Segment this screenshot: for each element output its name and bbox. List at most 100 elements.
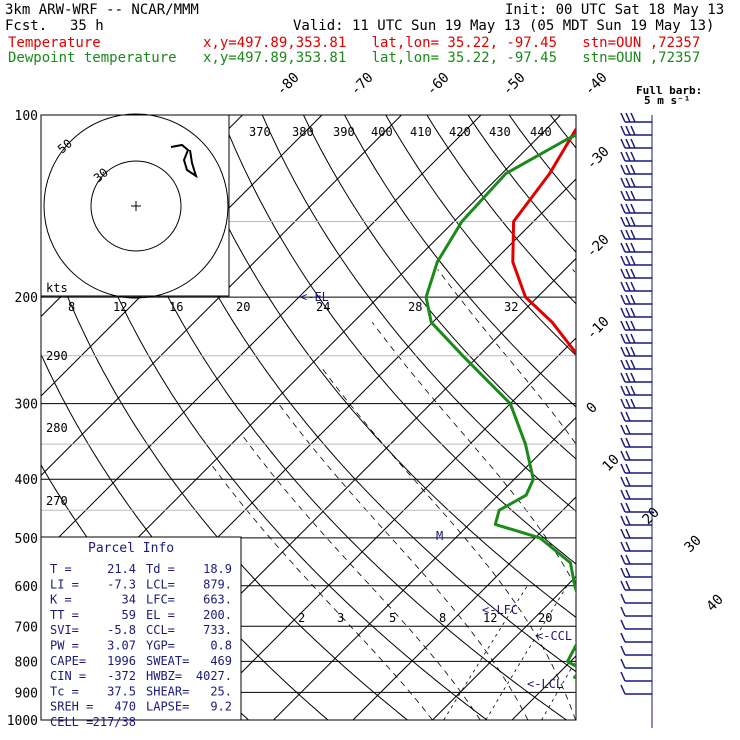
barb-flag xyxy=(630,346,636,357)
wind-barb xyxy=(620,268,652,279)
barb-flag xyxy=(625,125,631,136)
barb-flag xyxy=(625,450,631,461)
hodograph-ring xyxy=(90,160,182,252)
barb-flag xyxy=(620,151,626,162)
moist-adiabat-line xyxy=(320,365,576,720)
barb-flag xyxy=(630,359,636,370)
barb-flag xyxy=(620,229,626,240)
parcel-field-label: YGP= xyxy=(146,639,175,653)
barb-flag xyxy=(620,268,626,279)
hodograph-speed-label: 12 xyxy=(113,300,127,314)
barb-flag xyxy=(625,320,631,331)
parcel-field-value: 470 xyxy=(114,700,136,714)
barb-flag xyxy=(620,528,626,539)
parcel-field-label: T = xyxy=(50,562,72,576)
barb-flag xyxy=(625,216,631,227)
parcel-field-label: EL = xyxy=(146,608,175,622)
parcel-field-label: CELL = xyxy=(50,715,93,729)
barb-flag xyxy=(620,658,626,669)
barb-flag xyxy=(630,190,636,201)
barb-flag xyxy=(620,190,626,201)
wind-barb xyxy=(620,632,652,643)
barb-flag xyxy=(625,580,631,591)
wind-barb xyxy=(620,450,652,461)
barb-flag xyxy=(625,112,631,123)
parcel-field-label: LAPSE= xyxy=(146,700,189,714)
parcel-m-marker: M xyxy=(436,529,443,543)
barb-flag xyxy=(620,476,626,487)
barb-flag xyxy=(620,138,626,149)
model-title: 3km ARW-WRF -- NCAR/MMM xyxy=(5,2,199,18)
wind-barb xyxy=(620,281,652,292)
isotherm-label: 0 xyxy=(584,400,601,417)
isotherm-label: -20 xyxy=(584,232,613,261)
barb-flag xyxy=(630,229,636,240)
wind-barb xyxy=(620,151,652,162)
barb-flag xyxy=(625,463,631,474)
parcel-field-label: CIN = xyxy=(50,669,86,683)
parcel-field-value: 469 xyxy=(210,654,232,668)
dry-adiabat-line xyxy=(179,115,576,618)
parcel-field-value: 59 xyxy=(122,608,136,622)
parcel-field-value: 733. xyxy=(203,623,232,637)
wind-barb xyxy=(620,645,652,656)
hodograph-speed-label: 8 xyxy=(68,300,75,314)
barb-flag xyxy=(620,593,626,604)
pressure-tick-label: 200 xyxy=(15,291,38,306)
temperature-legend: Temperature xyxy=(8,35,101,51)
parcel-field-value: 25. xyxy=(210,684,232,698)
pressure-tick-label: 800 xyxy=(15,655,38,670)
parcel-field-value: 18.9 xyxy=(203,562,232,576)
barb-flag xyxy=(630,307,636,318)
parcel-field-value: 4027. xyxy=(196,669,232,683)
dry-adiabat-line xyxy=(669,110,740,733)
barb-flag xyxy=(620,359,626,370)
barb-flag xyxy=(625,138,631,149)
wind-barb xyxy=(620,333,652,344)
dewpoint-legend: Dewpoint temperature xyxy=(8,50,177,66)
wind-barb xyxy=(620,437,652,448)
parcel-field-label: LI = xyxy=(50,577,79,591)
wind-barb xyxy=(620,619,652,630)
wind-barb xyxy=(620,606,652,617)
barb-flag xyxy=(620,216,626,227)
mixing-ratio-line xyxy=(485,585,568,720)
wind-barb xyxy=(620,385,652,396)
moist-adiabat-line xyxy=(437,269,576,445)
dry-adiabat-line xyxy=(467,115,576,253)
theta-label: 410 xyxy=(410,125,432,139)
barb-flag xyxy=(630,398,636,409)
wind-barb xyxy=(620,177,652,188)
barb-flag xyxy=(620,125,626,136)
barb-flag xyxy=(620,242,626,253)
barb-flag xyxy=(625,385,631,396)
isotherm-line xyxy=(193,337,576,720)
isotherm-line xyxy=(273,416,576,720)
parcel-field-label: K = xyxy=(50,593,72,607)
wind-barb xyxy=(620,294,652,305)
isotherm-label: -60 xyxy=(424,70,453,99)
barb-flag xyxy=(620,619,626,630)
temperature-location: x,y=497.89,353.81 lat,lon= 35.22, -97.45… xyxy=(203,35,701,51)
barb-flag xyxy=(630,242,636,253)
dry-adiabat-label: 270 xyxy=(46,494,68,508)
wind-barb xyxy=(620,346,652,357)
dry-adiabat-line xyxy=(302,115,576,460)
barb-flag xyxy=(625,203,631,214)
barb-flag xyxy=(620,411,626,422)
parcel-field-value: 1996 xyxy=(107,654,136,668)
barb-flag xyxy=(620,450,626,461)
wind-barb xyxy=(620,216,652,227)
moist-adiabat-line xyxy=(211,465,433,720)
barb-flag xyxy=(625,164,631,175)
dry-adiabat-line xyxy=(56,115,488,720)
parcel-field-label: Tc = xyxy=(50,684,79,698)
barb-flag xyxy=(620,177,626,188)
barb-flag xyxy=(620,424,626,435)
barb-flag xyxy=(630,294,636,305)
isotherm-label: 10 xyxy=(600,452,623,475)
wind-barb xyxy=(620,229,652,240)
hodograph-speed-label: 32 xyxy=(504,300,518,314)
